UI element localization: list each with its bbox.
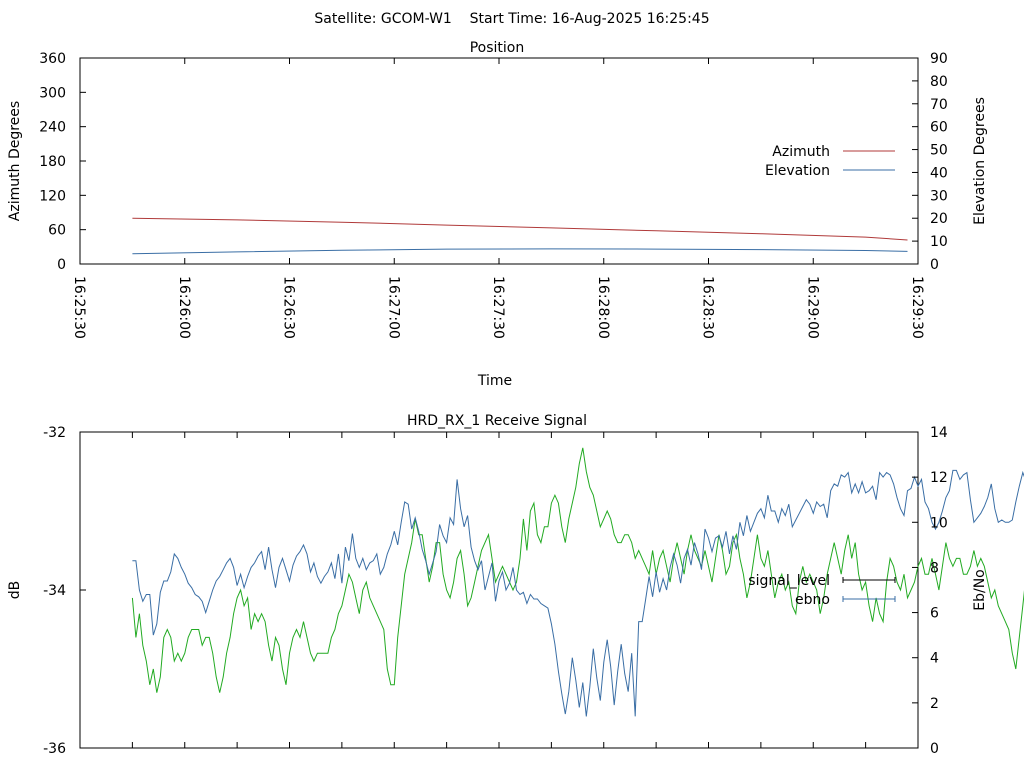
receive-signal-y2-tick-label: 12	[930, 470, 948, 486]
receive-signal-y-axis-label: dB	[7, 581, 23, 600]
position-y-tick-label: 240	[39, 120, 66, 136]
position-legend-label: Elevation	[765, 163, 830, 179]
position-x-tick-label: 16:29:00	[804, 276, 820, 339]
position-y-tick-label: 180	[39, 154, 66, 170]
position-y2-axis-label: Elevation Degrees	[972, 97, 988, 225]
position-x-tick-label: 16:28:00	[595, 276, 611, 339]
position-y2-tick-label: 90	[930, 51, 948, 67]
position-y-tick-label: 0	[57, 257, 66, 273]
position-x-tick-label: 16:27:30	[490, 276, 506, 339]
position-y2-tick-label: 40	[930, 165, 948, 181]
receive-signal-y2-tick-label: 10	[930, 515, 948, 531]
position-series-group	[132, 217, 908, 255]
position-plot-frame	[79, 57, 919, 265]
receive-signal-plot-frame	[79, 431, 919, 749]
position-x-tick-label: 16:29:30	[909, 276, 925, 339]
position-y-tick-label: 300	[39, 85, 66, 101]
receive-signal-y2-tick-label: 4	[930, 651, 939, 667]
position-x-tick-label: 16:28:30	[700, 276, 716, 339]
position-x-tick-label: 16:25:30	[71, 276, 87, 339]
receive-signal-legend-label: ebno	[795, 592, 830, 608]
position-y-tick-label: 120	[39, 188, 66, 204]
position-y2-tick-label: 70	[930, 97, 948, 113]
receive-signal-y2-tick-label: 8	[930, 560, 939, 576]
position-y2-tick-label: 0	[930, 257, 939, 273]
receive-signal-y2-tick-label: 6	[930, 606, 939, 622]
position-y2-tick-label: 20	[930, 211, 948, 227]
position-series-elevation-line	[132, 248, 908, 255]
position-y-tick-label: 360	[39, 51, 66, 67]
report-title: Satellite: GCOM-W1 Start Time: 16-Aug-20…	[314, 11, 709, 27]
position-series-azimuth-line	[132, 217, 908, 241]
position-y2-tick-label: 50	[930, 143, 948, 159]
position-legend-label: Azimuth	[772, 144, 830, 160]
receive-signal-plot: HRD_RX_1 Receive Signal -36 -34 -32 0 2 4 6 8 10…	[7, 413, 1024, 757]
position-x-tick-label: 16:26:30	[281, 276, 297, 339]
receive-signal-y2-tick-label: 14	[930, 425, 948, 441]
receive-signal-series-signal-level-line	[131, 447, 1024, 693]
position-legend: Azimuth Elevation	[765, 144, 895, 179]
position-y2-tick-label: 30	[930, 188, 948, 204]
position-x-tick-label: 16:27:00	[385, 276, 401, 339]
receive-signal-y-tick-label: -34	[43, 583, 66, 599]
position-x-axis-label: Time	[477, 373, 512, 389]
receive-signal-series-ebno-line	[132, 469, 1024, 717]
receive-signal-y-tick-label: -36	[43, 741, 66, 757]
receive-signal-y2-axis-label: Eb/No	[972, 569, 988, 611]
position-plot-title: Position	[470, 40, 525, 56]
receive-signal-legend-label: signal_level	[748, 573, 830, 589]
position-y-tick-label: 60	[48, 223, 66, 239]
receive-signal-series-group	[131, 447, 1024, 717]
position-plot: Position 0 60 120 180 240 300 360 0 10 20 30 40 50 60…	[7, 40, 988, 389]
position-y2-tick-label: 10	[930, 234, 948, 250]
receive-signal-tick-group: -36 -34 -32 0 2 4 6 8 10 12 14	[43, 425, 948, 757]
position-y2-tick-label: 80	[930, 74, 948, 90]
receive-signal-y2-tick-label: 0	[930, 741, 939, 757]
receive-signal-plot-title: HRD_RX_1 Receive Signal	[407, 413, 587, 429]
position-y2-tick-label: 60	[930, 120, 948, 136]
receive-signal-y-tick-label: -32	[43, 425, 66, 441]
receive-signal-y2-tick-label: 2	[930, 696, 939, 712]
position-y-axis-label: Azimuth Degrees	[7, 101, 23, 221]
position-tick-group: 0 60 120 180 240 300 360 0 10 20 30 40 50 60 70 80 90 16:…	[39, 51, 948, 339]
position-x-tick-label: 16:26:00	[176, 276, 192, 339]
